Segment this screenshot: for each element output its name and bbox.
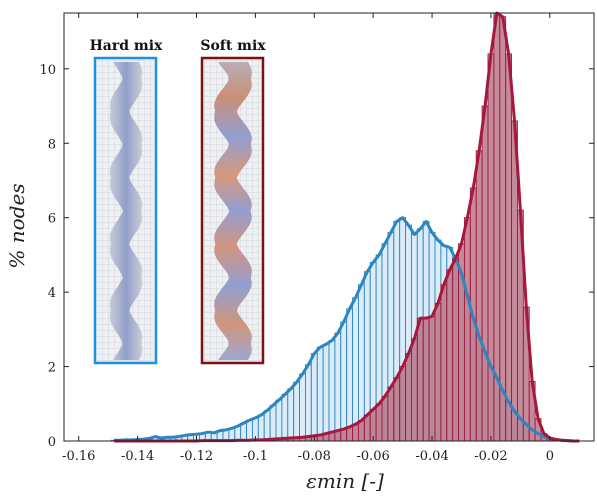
- hard-mix-bar: [246, 419, 253, 442]
- axis-ticks: -0.16 -0.14 -0.12 -0.1 -0.08 -0.06 -0.04 -0.02 0…: [39, 13, 594, 464]
- y-tick-label: 0: [48, 435, 56, 450]
- soft-mix-bar: [405, 353, 412, 442]
- soft-mix-bar: [452, 258, 460, 442]
- hard-mix-bar: [269, 404, 277, 442]
- x-tick-label: -0.12: [180, 449, 213, 464]
- soft-mix-bar: [387, 386, 395, 442]
- y-tick-label: 8: [48, 137, 56, 152]
- x-tick-label: 0: [546, 449, 554, 464]
- soft-mix-inset-label: Soft mix: [200, 38, 266, 54]
- plot-frame: [63, 12, 595, 442]
- soft-mix-bar: [422, 317, 430, 442]
- x-tick-label: -0.16: [62, 449, 95, 464]
- soft-mix-bar: [446, 269, 454, 442]
- soft-mix-bar: [428, 315, 436, 442]
- hard-mix-bar: [287, 388, 295, 442]
- soft-mix-bar: [475, 150, 483, 442]
- soft-mix-bar: [440, 284, 448, 442]
- hard-mix-bar: [334, 332, 342, 442]
- hard-mix-bar: [328, 340, 336, 442]
- x-tick-label: -0.04: [415, 449, 448, 464]
- hard-mix-bar: [257, 414, 265, 442]
- soft-mix-bar: [381, 395, 389, 442]
- soft-mix-bar: [399, 366, 407, 442]
- y-tick-label: 6: [48, 212, 56, 227]
- hard-mix-bar: [281, 394, 289, 442]
- soft-mix-bar: [375, 403, 383, 442]
- x-tick-label: -0.1: [243, 449, 268, 464]
- x-tick-label: -0.14: [121, 449, 154, 464]
- soft-mix-bar: [463, 217, 471, 442]
- hard-mix-bar: [275, 399, 283, 442]
- hard-mix-inset-label: Hard mix: [90, 38, 163, 54]
- hard-mix-bar: [304, 364, 312, 442]
- hard-mix-bar: [263, 410, 271, 442]
- soft-mix-bar: [499, 16, 507, 442]
- hard-mix-bar: [340, 321, 348, 442]
- soft-mix-inset: Soft mix: [200, 38, 266, 365]
- hard-mix-line: [114, 216, 580, 443]
- soft-mix-bar: [410, 338, 418, 442]
- hard-mix-bar: [293, 381, 301, 442]
- hard-mix-bar: [352, 297, 359, 442]
- y-tick-label: 2: [48, 361, 56, 376]
- soft-mix-bar: [434, 302, 442, 442]
- hard-mix-inset: Hard mix: [90, 38, 163, 365]
- x-tick-label: -0.02: [474, 449, 507, 464]
- x-tick-label: -0.06: [356, 449, 389, 464]
- soft-mix-bar: [505, 53, 513, 442]
- soft-mix-bar: [487, 53, 495, 442]
- hard-mix-bar: [346, 308, 354, 442]
- soft-mix-rope-image: [214, 62, 252, 360]
- soft-mix-bar: [416, 317, 424, 442]
- x-axis-title: εmin [-]: [306, 469, 384, 493]
- soft-mix-bar: [393, 377, 401, 442]
- hard-mix-bar: [316, 346, 324, 442]
- soft-mix-bar: [481, 105, 489, 442]
- hard-mix-bar: [322, 343, 330, 442]
- hard-mix-rope-image: [109, 62, 143, 360]
- x-tick-label: -0.08: [298, 449, 331, 464]
- y-axis-title: % nodes: [5, 183, 29, 268]
- y-tick-label: 4: [48, 286, 56, 301]
- y-tick-label: 10: [39, 63, 56, 78]
- hard-mix-bar: [310, 353, 318, 442]
- hard-mix-bar: [299, 373, 306, 442]
